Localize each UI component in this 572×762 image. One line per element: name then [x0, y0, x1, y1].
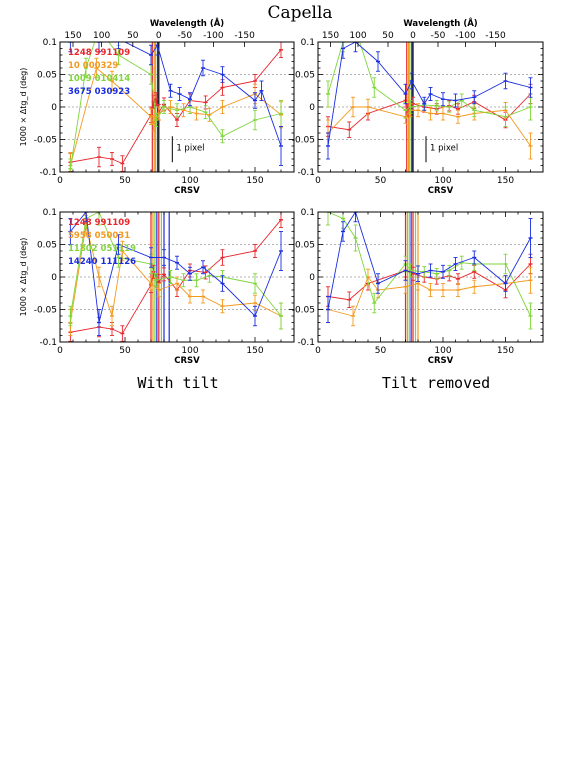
y-tick-label: -0.1 [39, 168, 57, 178]
series-line-0 [70, 219, 282, 335]
x-tick-label: 100 [434, 346, 451, 356]
top-axis-tick-label: -100 [455, 31, 476, 41]
series-line-3 [327, 212, 531, 310]
x-tick-label: 100 [181, 176, 198, 186]
y-tick-label: 0.1 [301, 208, 315, 218]
y-tick-label: 0.1 [43, 38, 57, 48]
legend-entry: 1009 010414 [68, 74, 130, 84]
y-tick-label: -0.1 [297, 168, 315, 178]
top-axis-tick-label: 50 [382, 31, 394, 41]
top-axis-tick-label: -150 [234, 31, 255, 41]
y-tick-label: -0.05 [292, 136, 315, 146]
x-tick-label: 50 [119, 176, 131, 186]
series-line-1 [327, 106, 531, 147]
y-tick-label: 0.05 [37, 241, 57, 251]
x-tick-label: 0 [315, 346, 321, 356]
x-tick-label: 0 [57, 346, 63, 356]
top-axis-tick-label: 100 [93, 31, 110, 41]
x-axis-label: CRSV [174, 186, 200, 196]
panels: 0 50 100 150 CRSV -0.1 -0.05 0 0.05 0.1 1000 × Δtg… [19, 18, 544, 366]
x-tick-label: 150 [246, 346, 263, 356]
pixel-scale-label: 1 pixel [430, 144, 458, 154]
top-axis-tick-label: -50 [431, 31, 446, 41]
x-tick-label: 50 [375, 176, 387, 186]
x-tick-label: 0 [315, 176, 321, 186]
top-axis-tick-label: 50 [127, 31, 139, 41]
x-tick-label: 100 [181, 346, 198, 356]
top-axis-tick-label: -50 [177, 31, 192, 41]
plot-area [326, 42, 533, 172]
legend-entry: 5958 050031 [68, 231, 130, 241]
series-line-0 [327, 93, 531, 131]
x-tick-label: 50 [119, 346, 131, 356]
figure-title: Capella [267, 3, 332, 23]
y-axis-label: 1000 × Δtg_d (deg) [19, 68, 28, 147]
y-tick-label: 0 [51, 103, 57, 113]
top-axis-tick-label: 150 [322, 31, 339, 41]
y-tick-label: -0.05 [34, 306, 57, 316]
legend-entry: 1248 991109 [68, 48, 130, 58]
legend-entry: 11802 051119 [68, 244, 136, 254]
x-axis-label: CRSV [428, 356, 454, 366]
panel-bottom-right: 0 50 100 150 CRSV -0.1 -0.05 0 0.05 0.1 [292, 208, 544, 366]
legend-entry: 1248 991109 [68, 218, 130, 228]
y-tick-label: 0.1 [43, 208, 57, 218]
x-axis-label: CRSV [174, 356, 200, 366]
caption-with-tilt: With tilt [137, 374, 218, 392]
x-tick-label: 150 [497, 346, 514, 356]
series-line-0 [327, 263, 531, 301]
y-tick-label: 0.05 [295, 71, 315, 81]
y-tick-label: -0.1 [39, 338, 57, 348]
legend-entry: 10 000329 [68, 61, 118, 71]
top-axis-label: Wavelength (Å) [150, 18, 224, 29]
panel-top-left: 0 50 100 150 CRSV -0.1 -0.05 0 0.05 0.1 1000 × Δtg… [19, 18, 295, 196]
top-axis-tick-label: 100 [349, 31, 366, 41]
x-tick-label: 150 [246, 176, 263, 186]
legend-entry: 14240 111126 [68, 257, 136, 267]
caption-tilt-removed: Tilt removed [382, 374, 490, 392]
top-axis-label: Wavelength (Å) [403, 18, 477, 29]
panel-top-right: 0 50 100 150 CRSV -0.1 -0.05 0 0.05 0.1 150 100 50 0 -… [292, 18, 544, 196]
top-axis-tick-label: 150 [64, 31, 81, 41]
pixel-scale-label: 1 pixel [176, 144, 204, 154]
x-tick-label: 0 [57, 176, 63, 186]
plot-area [68, 42, 283, 172]
legend-entry: 3675 030923 [68, 87, 130, 97]
x-tick-label: 150 [497, 176, 514, 186]
y-tick-label: -0.1 [297, 338, 315, 348]
x-tick-label: 50 [375, 346, 387, 356]
y-axis-label: 1000 × Δtg_d (deg) [19, 238, 28, 317]
y-tick-label: 0 [309, 103, 315, 113]
panel-bottom-left: 0 50 100 150 CRSV -0.1 -0.05 0 0.05 0.1 1000 × Δtg… [19, 208, 295, 366]
top-axis-tick-label: 0 [156, 31, 162, 41]
top-axis-tick-label: 0 [410, 31, 416, 41]
y-tick-label: 0.05 [37, 71, 57, 81]
x-axis-label: CRSV [428, 186, 454, 196]
y-tick-label: -0.05 [292, 306, 315, 316]
y-tick-label: 0 [309, 273, 315, 283]
top-axis-tick-label: -100 [203, 31, 224, 41]
series-line-3 [70, 212, 282, 323]
series-line-1 [327, 276, 531, 317]
y-tick-label: 0.05 [295, 241, 315, 251]
top-axis-tick-label: -150 [485, 31, 506, 41]
y-tick-label: 0 [51, 273, 57, 283]
plot-area [326, 212, 533, 342]
y-tick-label: -0.05 [34, 136, 57, 146]
plot-area [68, 212, 283, 342]
x-tick-label: 100 [434, 176, 451, 186]
y-tick-label: 0.1 [301, 38, 315, 48]
